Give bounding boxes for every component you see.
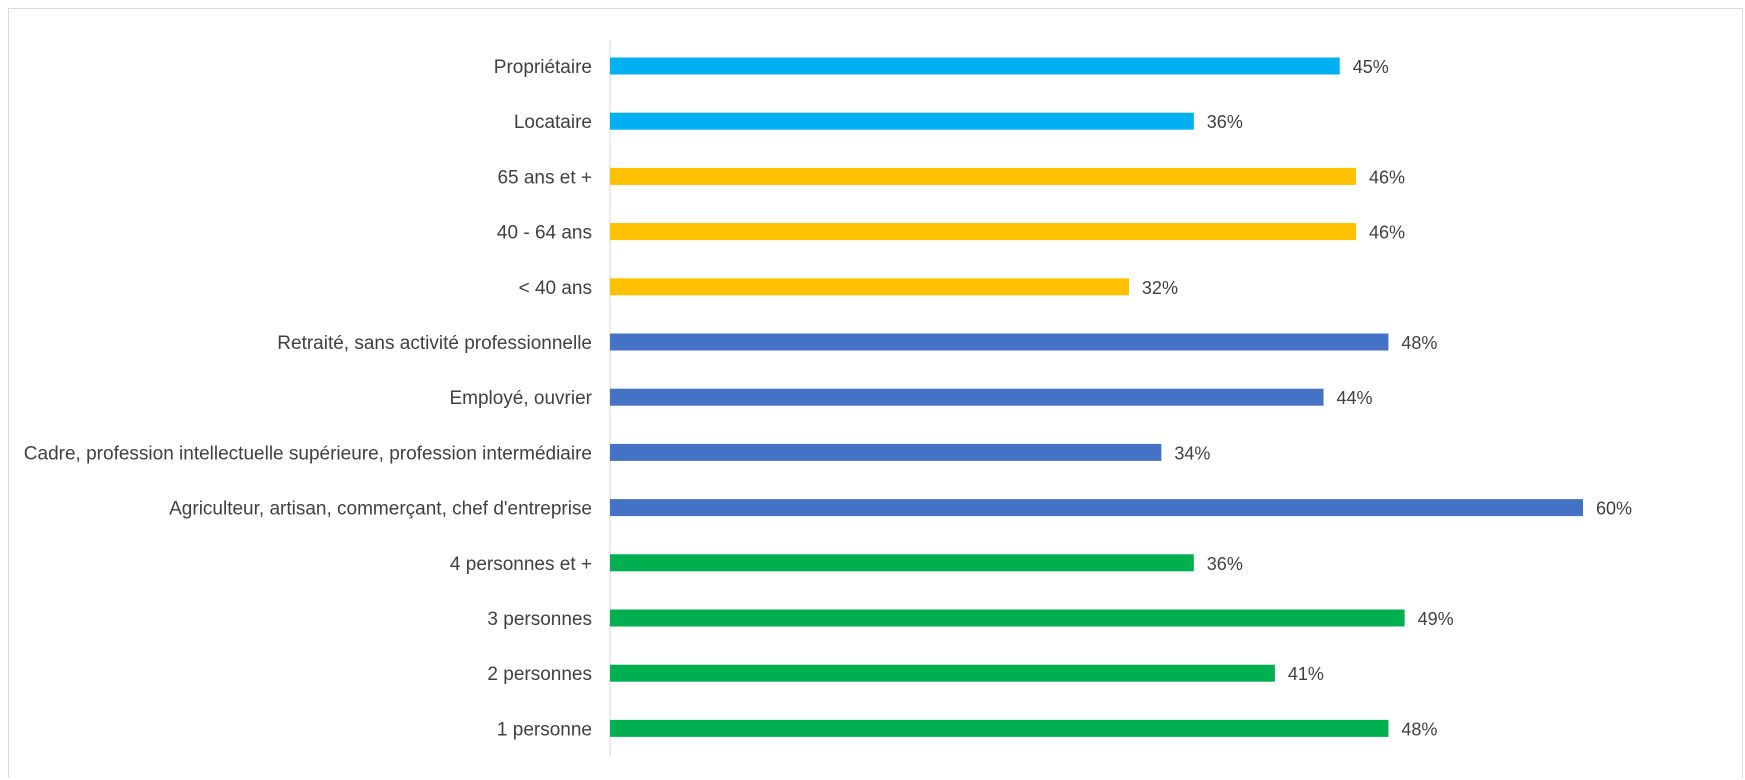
data-label: 48% — [1401, 333, 1437, 353]
data-label: 34% — [1174, 443, 1210, 463]
category-label: Retraité, sans activité professionnelle — [277, 333, 592, 354]
data-label: 36% — [1207, 554, 1243, 574]
bar — [610, 609, 1405, 627]
category-label: Propriétaire — [494, 57, 592, 78]
data-label: 49% — [1418, 609, 1454, 629]
bar — [610, 112, 1194, 130]
bar — [610, 719, 1389, 737]
bar — [610, 333, 1389, 351]
data-label: 46% — [1369, 223, 1405, 243]
data-label: 48% — [1401, 719, 1437, 739]
bar — [610, 664, 1275, 682]
data-label: 44% — [1337, 388, 1373, 408]
category-label: 4 personnes et + — [450, 554, 592, 575]
data-label: 46% — [1369, 167, 1405, 187]
category-label: Employé, ouvrier — [449, 388, 592, 409]
bar — [610, 554, 1194, 572]
category-label: Cadre, profession intellectuelle supérie… — [24, 443, 592, 464]
data-label: 45% — [1353, 57, 1389, 77]
category-label: 40 - 64 ans — [497, 223, 592, 244]
data-label: 41% — [1288, 664, 1324, 684]
bar — [610, 223, 1356, 241]
category-label: 2 personnes — [487, 664, 592, 685]
category-label: 1 personne — [497, 719, 592, 740]
category-label: < 40 ans — [519, 278, 592, 299]
bar — [610, 57, 1340, 75]
bar — [610, 388, 1324, 406]
bar — [610, 443, 1162, 461]
bar — [610, 499, 1583, 517]
category-label: 65 ans et + — [497, 167, 592, 188]
chart-frame — [8, 8, 1743, 778]
data-label: 32% — [1142, 278, 1178, 298]
bar — [610, 278, 1129, 296]
category-label: Agriculteur, artisan, commerçant, chef d… — [169, 499, 592, 520]
category-label: Locataire — [514, 112, 592, 133]
data-label: 36% — [1207, 112, 1243, 132]
data-label: 60% — [1596, 499, 1632, 519]
bar — [610, 167, 1356, 185]
category-label: 3 personnes — [487, 609, 592, 630]
